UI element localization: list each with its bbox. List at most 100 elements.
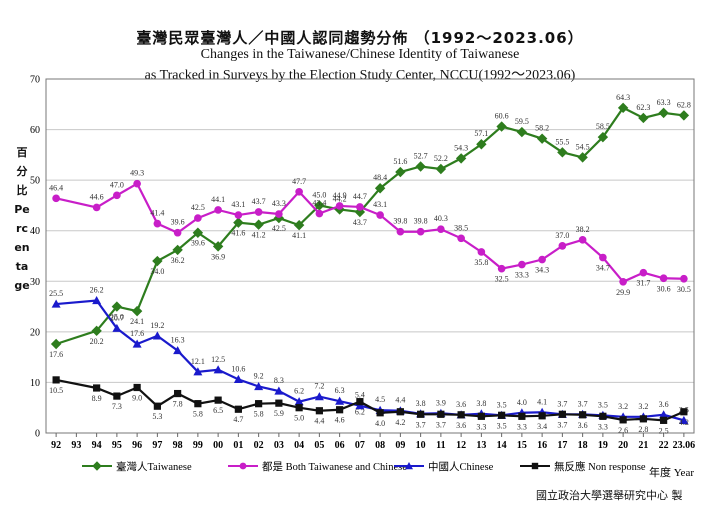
data-point	[336, 406, 344, 414]
data-label: 63.3	[657, 98, 671, 107]
data-point	[395, 166, 406, 178]
x-tick-label: 09	[395, 440, 405, 451]
data-label: 6.3	[335, 386, 345, 395]
data-point	[50, 338, 62, 350]
data-label: 3.5	[598, 400, 608, 409]
data-label: 40.3	[434, 214, 448, 223]
data-label: 3.6	[456, 400, 466, 409]
credit-note: 國立政治大學選舉研究中心 製	[536, 489, 683, 502]
data-point	[437, 410, 445, 418]
x-tick-label: 96	[132, 440, 142, 451]
data-point	[680, 274, 688, 283]
data-point	[435, 163, 447, 175]
data-point	[518, 412, 526, 420]
data-label: 17.6	[130, 329, 144, 338]
legend-item: 臺灣人Taiwanese	[82, 460, 192, 473]
x-tick-label: 03	[274, 440, 284, 451]
data-point	[233, 374, 243, 383]
data-label: 44.6	[90, 192, 104, 201]
data-label: 4.2	[679, 418, 689, 427]
data-point	[396, 408, 404, 416]
data-label: 6.5	[213, 406, 223, 415]
x-tick-label: 01	[233, 440, 243, 451]
data-label: 34.3	[535, 266, 549, 275]
data-point	[294, 397, 304, 406]
x-tick-label: 22	[659, 440, 669, 451]
data-label: 8.3	[274, 376, 284, 385]
data-label: 35.8	[474, 258, 488, 267]
data-point	[275, 210, 283, 218]
y-tick-label: 20	[30, 327, 40, 338]
data-point	[374, 183, 386, 194]
data-label: 7.8	[173, 400, 183, 409]
chart-subtitle-line1: Changes in the Taiwanese/Chinese Identit…	[200, 47, 520, 62]
data-point	[558, 242, 567, 250]
data-point	[314, 392, 324, 401]
data-label: 5.8	[193, 410, 203, 419]
data-label: 4.6	[335, 416, 345, 425]
data-point	[254, 381, 264, 391]
data-label: 36.9	[211, 252, 225, 261]
data-label: 3.7	[557, 420, 567, 429]
data-point	[376, 409, 384, 417]
data-point	[455, 153, 467, 164]
data-point	[416, 227, 425, 236]
data-label: 48.4	[373, 173, 387, 182]
data-label: 43.7	[252, 197, 266, 206]
data-label: 33.3	[515, 271, 529, 280]
data-label: 8.9	[92, 394, 102, 403]
data-point	[496, 121, 507, 132]
data-label: 5.4	[355, 391, 365, 400]
data-label: 44.7	[353, 192, 367, 201]
x-tick-label: 08	[375, 440, 385, 451]
data-point	[152, 255, 163, 267]
data-label: 7.3	[112, 402, 122, 411]
data-label: 51.6	[393, 157, 407, 166]
data-point	[639, 415, 647, 423]
data-label: 64.3	[616, 93, 630, 102]
x-tick-label: 13	[476, 440, 486, 451]
data-label: 9.0	[132, 393, 142, 402]
series-line	[55, 378, 685, 422]
data-label: 38.5	[454, 223, 468, 232]
x-tick-label: 15	[517, 440, 527, 451]
series-1: 17.6 20.2 25.0 24.1 34.0 36.2 39.6 36.9 41.6 41.2…	[49, 93, 691, 359]
data-label: 24.1	[130, 317, 144, 326]
data-label: 3.7	[557, 399, 567, 408]
data-point	[93, 384, 101, 392]
data-point	[133, 383, 141, 392]
data-label: 4.0	[375, 419, 385, 428]
x-tick-label: 93	[71, 440, 81, 451]
data-label: 54.5	[576, 142, 590, 151]
data-label: 3.9	[436, 398, 446, 407]
data-point	[498, 411, 506, 419]
data-label: 57.1	[474, 129, 488, 138]
data-point	[639, 268, 648, 277]
x-tick-label: 05	[314, 440, 324, 451]
data-label: 58.5	[596, 122, 610, 131]
x-tick-label: 94	[92, 440, 102, 451]
data-point	[536, 133, 548, 144]
data-label: 20.2	[90, 337, 104, 346]
x-tick-label: 07	[355, 440, 365, 451]
data-point	[153, 402, 161, 410]
data-point	[679, 415, 689, 424]
data-label: 44.9	[333, 191, 347, 200]
data-label: 3.7	[416, 420, 426, 429]
data-point	[51, 299, 61, 308]
data-label: 6.2	[294, 387, 304, 396]
data-label: 41.1	[292, 231, 306, 240]
data-point	[274, 386, 284, 395]
data-label: 47.7	[292, 177, 306, 186]
data-point	[437, 225, 445, 234]
data-point	[659, 274, 668, 283]
data-point	[356, 398, 364, 406]
x-tick-label: 02	[254, 440, 264, 451]
data-point	[295, 187, 303, 196]
data-label: 12.5	[211, 355, 225, 364]
x-tick-label: 95	[112, 440, 122, 451]
data-label: 3.8	[416, 399, 426, 408]
data-point	[91, 325, 102, 337]
x-tick-label: 04	[294, 440, 304, 451]
